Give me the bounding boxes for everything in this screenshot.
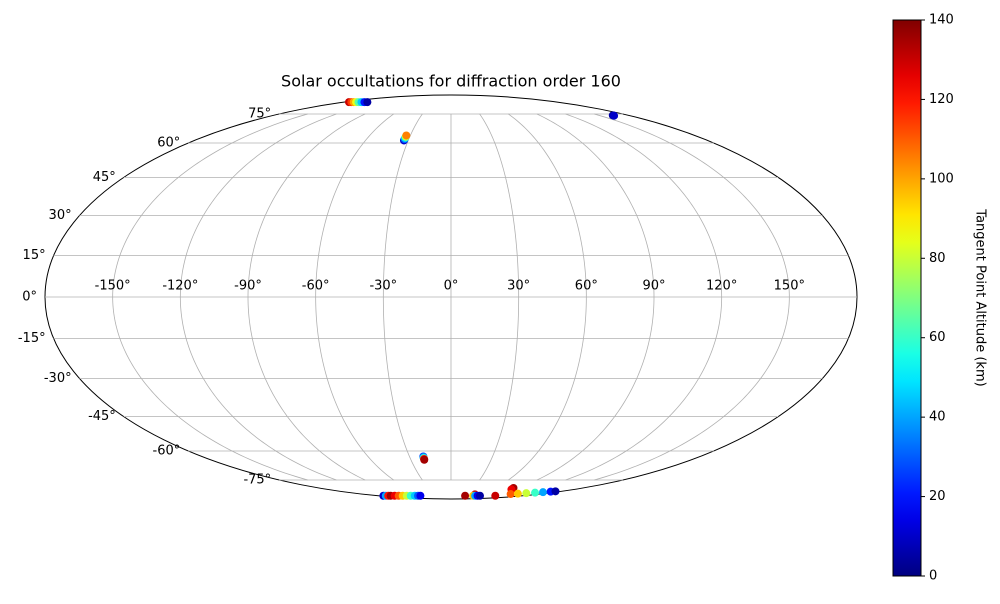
y-tick-label: -60° — [153, 444, 181, 459]
chart-title: Solar occultations for diffraction order… — [281, 72, 621, 91]
occultation-point — [491, 491, 500, 500]
grid-line — [382, 113, 423, 481]
occultation-point — [475, 491, 484, 500]
y-tick-label: 0° — [22, 290, 37, 305]
occultation-point — [551, 487, 560, 496]
colorbar-tick-label: 100 — [929, 171, 954, 186]
grid-line — [315, 113, 394, 481]
colorbar-tick-label: 0 — [929, 569, 937, 584]
occultation-point — [506, 490, 515, 499]
colorbar-tick-label: 40 — [929, 410, 946, 425]
grid-line — [479, 113, 520, 481]
y-tick-label: -45° — [88, 409, 116, 424]
grid-line — [508, 113, 587, 481]
occultation-point — [610, 111, 619, 120]
x-tick-label: 90° — [642, 279, 665, 294]
y-tick-label: 15° — [23, 248, 46, 263]
grid-line — [112, 113, 308, 481]
y-tick-label: -30° — [44, 371, 72, 386]
occultation-point — [416, 491, 425, 500]
grid-line — [179, 113, 337, 481]
x-tick-label: -90° — [234, 279, 262, 294]
x-tick-label: -60° — [302, 279, 330, 294]
y-tick-label: 30° — [49, 208, 72, 223]
grid-line — [565, 113, 723, 481]
x-tick-label: 150° — [774, 279, 805, 294]
occultation-point — [522, 489, 531, 498]
y-tick-label: -15° — [18, 331, 46, 346]
colorbar-tick-label: 60 — [929, 330, 946, 345]
occultation-point — [461, 491, 470, 500]
occultation-point — [531, 488, 540, 497]
occultation-point — [513, 489, 522, 498]
x-tick-label: 120° — [706, 279, 737, 294]
grid-line — [247, 113, 366, 481]
occultation-point — [363, 98, 372, 107]
y-tick-label: 60° — [157, 135, 180, 150]
x-tick-label: -120° — [162, 279, 198, 294]
y-tick-label: 45° — [93, 170, 116, 185]
grid-line — [594, 113, 790, 481]
colorbar-label: Tangent Point Altitude (km) — [973, 208, 988, 386]
colorbar-tick-label: 120 — [929, 92, 954, 107]
occultation-point — [402, 131, 411, 140]
colorbar — [892, 19, 922, 577]
occultation-point — [539, 488, 548, 497]
colorbar-tick-label: 20 — [929, 489, 946, 504]
x-tick-label: -150° — [95, 279, 131, 294]
y-tick-label: 75° — [248, 106, 271, 121]
occultation-point — [420, 455, 429, 464]
colorbar-tick-label: 140 — [929, 13, 954, 28]
x-tick-label: 0° — [444, 279, 459, 294]
x-tick-label: 60° — [575, 279, 598, 294]
y-tick-label: -75° — [243, 473, 271, 488]
colorbar-tick-label: 80 — [929, 251, 946, 266]
x-tick-label: 30° — [507, 279, 530, 294]
grid-line — [536, 113, 655, 481]
x-tick-label: -30° — [369, 279, 397, 294]
